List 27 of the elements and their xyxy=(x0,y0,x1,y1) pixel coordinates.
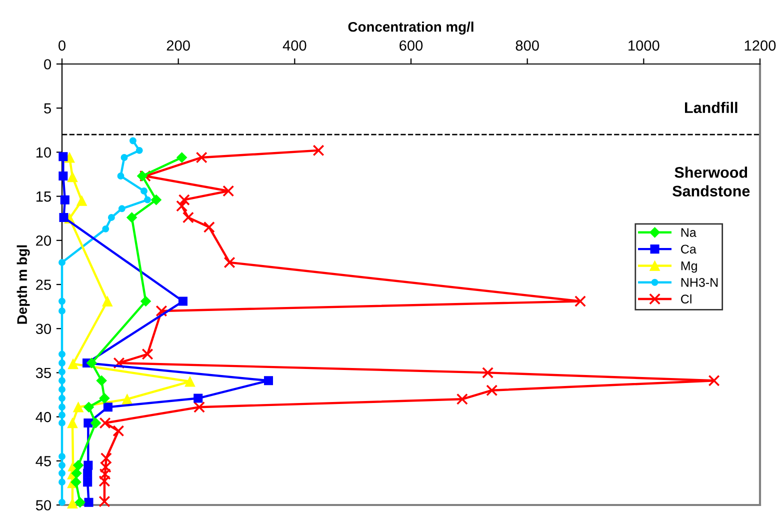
y-tick-label: 25 xyxy=(36,280,51,290)
x-axis-title: Concentration mg/l xyxy=(348,22,474,35)
y-tick-label: 50 xyxy=(36,500,52,510)
y-tick-label: 45 xyxy=(36,456,51,466)
legend-label: Cl xyxy=(681,294,692,304)
y-tick-label: 10 xyxy=(36,147,52,158)
x-tick-label: 1200 xyxy=(744,40,776,51)
y-tick-label: 15 xyxy=(36,192,51,202)
y-axis-title: Depth m bgl xyxy=(16,245,30,324)
legend-label: NH3-N xyxy=(681,278,718,287)
y-tick-label: 35 xyxy=(36,368,51,378)
legend-label: Na xyxy=(681,228,696,237)
x-tick-label: 400 xyxy=(282,40,306,51)
annotation: Landfill xyxy=(685,102,738,114)
legend-label: Mg xyxy=(681,261,697,273)
x-tick-label: 800 xyxy=(516,40,539,51)
x-tick-label: 200 xyxy=(166,40,190,51)
y-tick-label: 0 xyxy=(44,59,52,70)
legend-label: Ca xyxy=(681,244,696,254)
x-tick-label: 0 xyxy=(58,40,66,51)
x-tick-label: 600 xyxy=(400,40,423,51)
y-tick-label: 40 xyxy=(36,412,52,422)
y-tick-label: 20 xyxy=(36,236,52,246)
y-tick-label: 5 xyxy=(44,103,51,114)
x-tick-label: 1000 xyxy=(628,40,660,51)
y-tick-label: 30 xyxy=(36,324,52,334)
annotation: Sherwood Sandstone xyxy=(672,166,750,197)
